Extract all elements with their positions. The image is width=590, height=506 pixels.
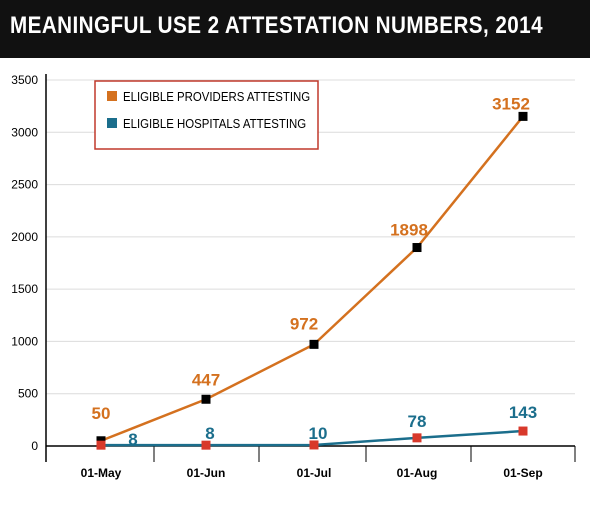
title-bar: MEANINGFUL USE 2 ATTESTATION NUMBERS, 20… <box>0 0 590 58</box>
x-tick-label: 01-Sep <box>503 466 542 480</box>
y-tick-label: 1000 <box>11 334 38 348</box>
providers-data-label: 50 <box>92 404 111 423</box>
providers-point <box>201 394 211 404</box>
y-tick-label: 0 <box>31 439 38 453</box>
hospitals-point <box>96 440 106 450</box>
hospitals-point <box>201 440 211 450</box>
legend-swatch-providers <box>107 91 117 101</box>
x-tick-label: 01-Aug <box>397 466 438 480</box>
providers-data-label: 3152 <box>492 94 530 113</box>
legend-box <box>94 80 319 150</box>
hospitals-point <box>518 426 528 436</box>
providers-data-label: 447 <box>192 370 220 389</box>
y-tick-label: 500 <box>18 387 38 401</box>
legend-swatch-hospitals <box>107 118 117 128</box>
x-tick-label: 01-Jul <box>297 466 332 480</box>
providers-point <box>518 111 528 121</box>
chart-title: MEANINGFUL USE 2 ATTESTATION NUMBERS, 20… <box>10 12 543 39</box>
hospitals-data-label: 8 <box>128 430 137 449</box>
hospitals-data-label: 10 <box>309 424 328 443</box>
line-chart: 0 500 1000 1500 2000 2500 3000 3500 01-May 01-Jun… <box>11 73 576 480</box>
hospitals-data-label: 78 <box>408 412 427 431</box>
legend-label-providers: ELIGIBLE PROVIDERS ATTESTING <box>123 89 310 104</box>
providers-data-label: 1898 <box>390 221 428 240</box>
hospitals-data-label: 143 <box>509 403 537 422</box>
providers-series-line <box>100 115 524 442</box>
providers-point <box>309 339 319 349</box>
y-tick-label: 1500 <box>11 282 38 296</box>
hospitals-point <box>309 440 319 450</box>
providers-point <box>412 243 422 253</box>
x-tick-label: 01-May <box>81 466 122 480</box>
hospitals-point <box>412 433 422 443</box>
chart-area: 0 500 1000 1500 2000 2500 3000 3500 01-May 01-Jun… <box>0 58 590 501</box>
y-tick-label: 2500 <box>11 178 38 192</box>
x-tick-label: 01-Jun <box>187 466 226 480</box>
providers-data-label: 972 <box>290 314 318 333</box>
hospitals-data-label: 8 <box>205 424 214 443</box>
y-tick-label: 3000 <box>11 125 38 139</box>
legend-label-hospitals: ELIGIBLE HOSPITALS ATTESTING <box>123 116 306 131</box>
y-tick-label: 3500 <box>11 73 38 87</box>
y-tick-label: 2000 <box>11 230 38 244</box>
